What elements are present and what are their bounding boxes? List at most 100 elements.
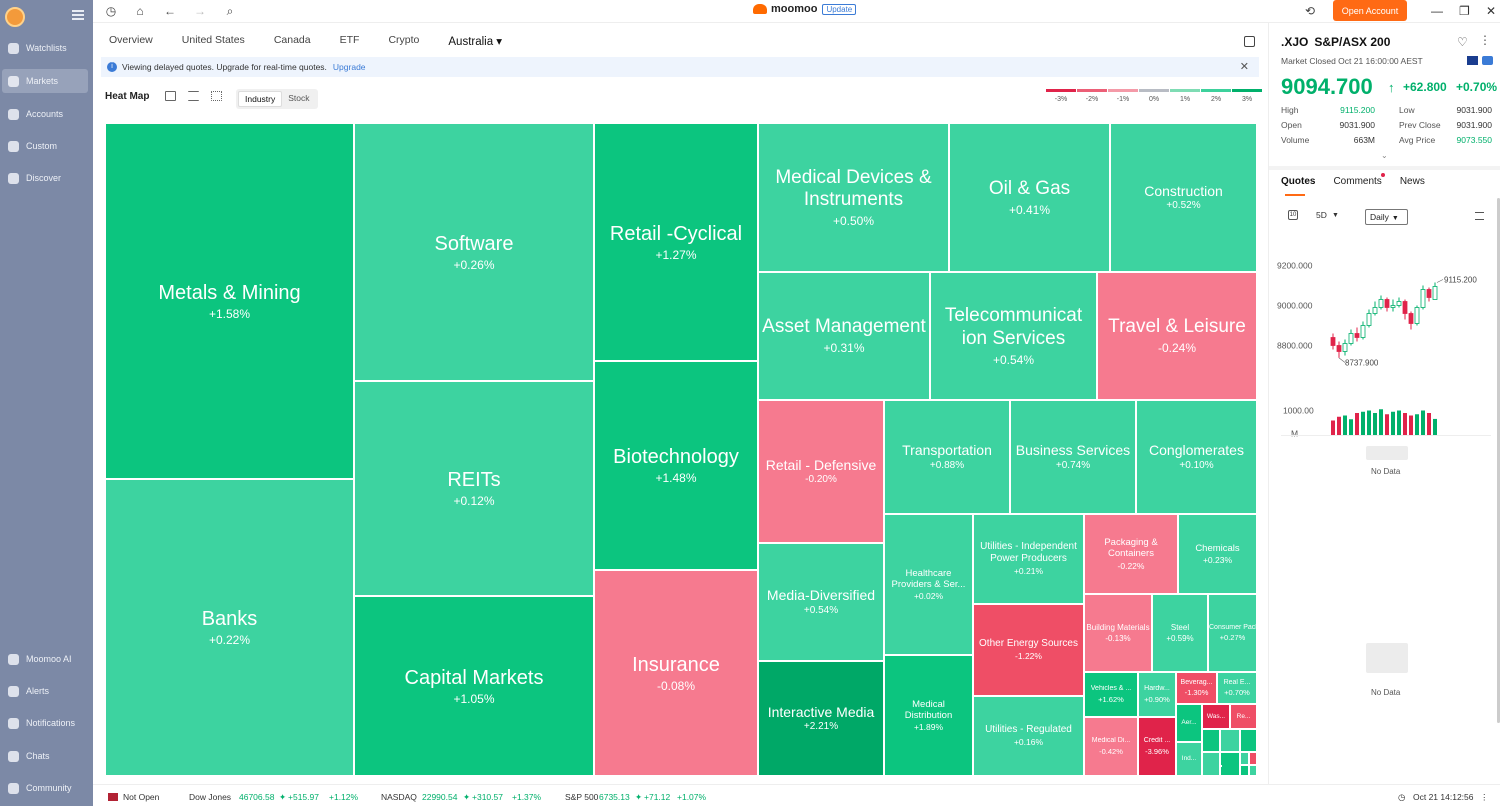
search-icon[interactable]: ⌕ [226,4,234,18]
heatmap-tile[interactable]: Telecommunicat ion Services +0.54% [930,272,1097,400]
heatmap-tile[interactable]: Capital Markets +1.05% [354,596,594,776]
list-icon[interactable] [1475,212,1484,220]
heatmap-tile[interactable] [1220,729,1240,752]
scrollbar[interactable] [1497,198,1500,723]
list-view-icon[interactable] [188,91,199,101]
favorite-heart-icon[interactable]: ♡ [1457,35,1468,49]
close-icon[interactable]: ✕ [1239,61,1249,73]
period-select[interactable]: 5D [1316,210,1327,220]
heatmap-tile[interactable]: Consumer Package... +0.27% [1208,594,1257,672]
tab-canada[interactable]: Canada [273,34,311,46]
heatmap-tile[interactable]: Medical Devices & Instruments +0.50% [758,123,949,272]
heatmap-tile[interactable]: Hardw... +0.90% [1138,672,1176,717]
heatmap-tile[interactable]: REITs +0.12% [354,381,594,596]
heatmap-tile[interactable]: Credit ... -3.96% [1138,717,1176,776]
share-icon[interactable] [1482,56,1493,65]
sidebar-item-notifications[interactable]: Notifications [2,711,88,735]
candlestick-chart[interactable]: 9200.000 9000.000 8800.000 9115.200 8737.900… [1269,238,1500,443]
heatmap-tile[interactable]: Conglomerates +0.10% [1136,400,1257,514]
heatmap-tile[interactable]: Chemicals +0.23% [1178,514,1257,594]
treemap-view-icon[interactable] [165,91,176,101]
caret-down-icon[interactable]: ▼ [1332,212,1339,219]
collapse-sidebar-icon[interactable] [72,10,84,20]
grid-view-icon[interactable] [211,91,222,101]
heatmap-tile[interactable]: Other Energy Sources -1.22% [973,604,1084,696]
expand-panel-icon[interactable] [1244,36,1255,47]
heatmap-tile[interactable]: Insurance -0.08% [594,570,758,776]
sidebar-item-watchlists[interactable]: Watchlists [2,36,88,60]
refresh-icon[interactable]: ⟲ [1304,4,1316,18]
heatmap-tile[interactable]: Construction +0.52% [1110,123,1257,272]
sidebar-item-discover[interactable]: Discover [2,166,88,190]
heatmap-tile[interactable]: Beverag... -1.30% [1176,672,1217,704]
heatmap-tile[interactable]: Vehicles & ... +1.62% [1084,672,1138,717]
heatmap-tile[interactable]: Metals & Mining +1.58% [105,123,354,479]
interval-select[interactable]: Daily ▼ [1365,209,1408,225]
more-icon[interactable]: ⋮ [1480,792,1489,802]
sidebar-item-chats[interactable]: Chats [2,744,88,768]
heatmap-tile[interactable]: Travel & Leisure -0.24% [1097,272,1257,400]
heatmap-tile[interactable]: Retail -Cyclical +1.27% [594,123,758,361]
heatmap-tile[interactable]: Re... [1230,704,1257,729]
heatmap-tile[interactable]: Interactive Media +2.21% [758,661,884,776]
tab-news[interactable]: News [1399,176,1425,187]
heatmap-tile[interactable] [1240,765,1249,776]
chevron-down-icon[interactable]: ⌄ [1381,151,1388,160]
tab-comments[interactable]: Comments [1333,173,1386,187]
upgrade-link[interactable]: Upgrade [332,62,366,72]
sidebar-item-moomoo-ai[interactable]: Moomoo AI [2,647,88,671]
close-icon[interactable]: ✕ [1486,4,1497,18]
index-name[interactable]: Dow Jones [189,792,232,802]
restore-icon[interactable]: ❐ [1459,4,1470,18]
heatmap-tile[interactable]: Utilities - Independent Power Producers +… [973,514,1084,604]
heatmap-tile[interactable]: Transportation +0.88% [884,400,1010,514]
heatmap-tile[interactable] [1240,752,1249,765]
heatmap-tile[interactable]: Business Services +0.74% [1010,400,1136,514]
heatmap-tile[interactable]: Medical Distribution +1.89% [884,655,973,776]
stock-toggle[interactable]: Stock [288,93,310,103]
heatmap-tile[interactable]: Healthcare Providers & Ser... +0.02% [884,514,973,655]
heatmap-tile[interactable]: Asset Management +0.31% [758,272,930,400]
heatmap-tile[interactable]: Biotechnology +1.48% [594,361,758,570]
heatmap-tile[interactable]: Media-Diversified +0.54% [758,543,884,661]
open-account-button[interactable]: Open Account [1333,0,1407,21]
sidebar-item-alerts[interactable]: Alerts [2,679,88,703]
more-icon[interactable]: ⋮ [1479,33,1491,47]
heatmap-tile[interactable]: Retail - Defensive -0.20% [758,400,884,543]
heatmap-tile[interactable] [1220,765,1222,767]
heatmap-tile[interactable]: Was... [1202,704,1230,729]
heatmap-tile[interactable]: Real E... +0.70% [1217,672,1257,704]
heatmap-tile[interactable]: Utilities - Regulated +0.16% [973,696,1084,776]
heatmap-tile[interactable]: Software +0.26% [354,123,594,381]
tab-etf[interactable]: ETF [339,34,360,46]
sidebar-item-markets[interactable]: Markets [2,69,88,93]
industry-toggle[interactable]: Industry [238,91,283,107]
calendar-icon[interactable]: 10 [1288,210,1298,220]
history-icon[interactable]: ◷ [105,4,117,18]
sidebar-item-custom[interactable]: Custom [2,134,88,158]
heatmap-tile[interactable]: Ind... [1176,742,1202,776]
back-arrow-icon[interactable]: ← [164,4,176,18]
forward-arrow-icon[interactable]: → [194,4,206,18]
heatmap-tile[interactable]: Building Materials -0.13% [1084,594,1152,672]
heatmap-tile[interactable]: Banks +0.22% [105,479,354,776]
heatmap-tile[interactable]: Medical Di... -0.42% [1084,717,1138,776]
index-name[interactable]: NASDAQ [381,792,417,802]
avatar[interactable] [5,7,25,27]
tab-united-states[interactable]: United States [181,34,245,46]
heatmap-tile[interactable]: Packaging & Containers -0.22% [1084,514,1178,594]
update-button[interactable]: Update [822,3,857,15]
heatmap-tile[interactable] [1202,752,1220,776]
heatmap-tile[interactable] [1249,752,1257,765]
tab-crypto[interactable]: Crypto [388,34,420,46]
sidebar-item-accounts[interactable]: Accounts [2,102,88,126]
heatmap-tile[interactable] [1220,752,1240,776]
heatmap-tile[interactable]: Aer... [1176,704,1202,742]
tab-overview[interactable]: Overview [109,34,153,46]
heatmap-tile[interactable] [1202,729,1220,752]
home-icon[interactable]: ⌂ [136,4,144,18]
heatmap-tile[interactable] [1240,729,1257,752]
heatmap-tile[interactable] [1249,765,1257,776]
index-name[interactable]: S&P 500 [565,792,599,802]
tab-australia[interactable]: Australia ▾ [448,36,503,48]
